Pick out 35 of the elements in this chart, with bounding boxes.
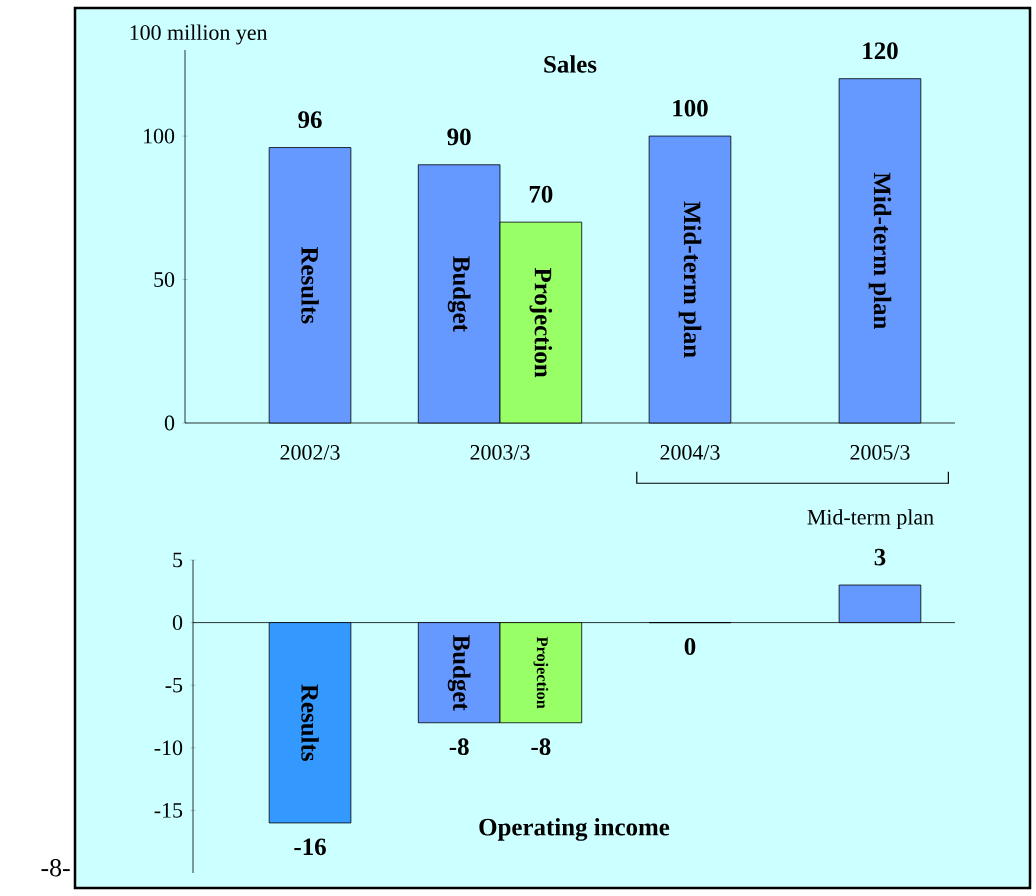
- text: Mid-term plan: [807, 509, 934, 530]
- x-tick-label: 2005/3: [850, 445, 910, 460]
- y-tick-label: 5: [173, 552, 183, 568]
- text: Mid-term plan: [678, 201, 702, 358]
- data-label: 100: [673, 99, 708, 117]
- series-label: Budget: [447, 635, 471, 711]
- series-label: Budget: [447, 256, 471, 332]
- x-tick-label: 2002/3: [280, 445, 340, 460]
- series-label: Projection: [533, 636, 549, 709]
- y-tick-label: -10: [154, 740, 183, 756]
- y-axis-title: 100 million yen: [130, 24, 268, 45]
- data-label: -8: [531, 738, 551, 756]
- x-tick-label: 2003/3: [470, 445, 530, 460]
- chart-title: Sales: [544, 55, 597, 73]
- data-label: 0: [684, 638, 696, 655]
- text: Operating income: [479, 818, 670, 841]
- data-label: 96: [298, 111, 322, 129]
- data-label: 70: [529, 185, 553, 203]
- series-label: Results: [301, 684, 319, 761]
- series-label: Mid-term plan: [868, 172, 892, 329]
- y-tick-label: 50: [154, 272, 175, 287]
- series-label: Results: [301, 246, 319, 324]
- y-tick-label: 0: [164, 415, 175, 431]
- y-tick-label: -15: [154, 803, 183, 818]
- y-tick-label: 100: [144, 128, 175, 144]
- x-tick-label: 2004/3: [660, 445, 720, 460]
- y-tick-label: -5: [165, 677, 183, 693]
- series-label: Projection: [529, 267, 553, 378]
- text: -8-: [41, 858, 70, 877]
- data-label: -16: [294, 838, 326, 856]
- y-tick-label: 0: [172, 615, 183, 630]
- data-label: 3: [874, 548, 886, 566]
- data-label: -8: [449, 738, 469, 756]
- data-label: 120: [863, 42, 898, 60]
- data-label: 90: [447, 128, 471, 146]
